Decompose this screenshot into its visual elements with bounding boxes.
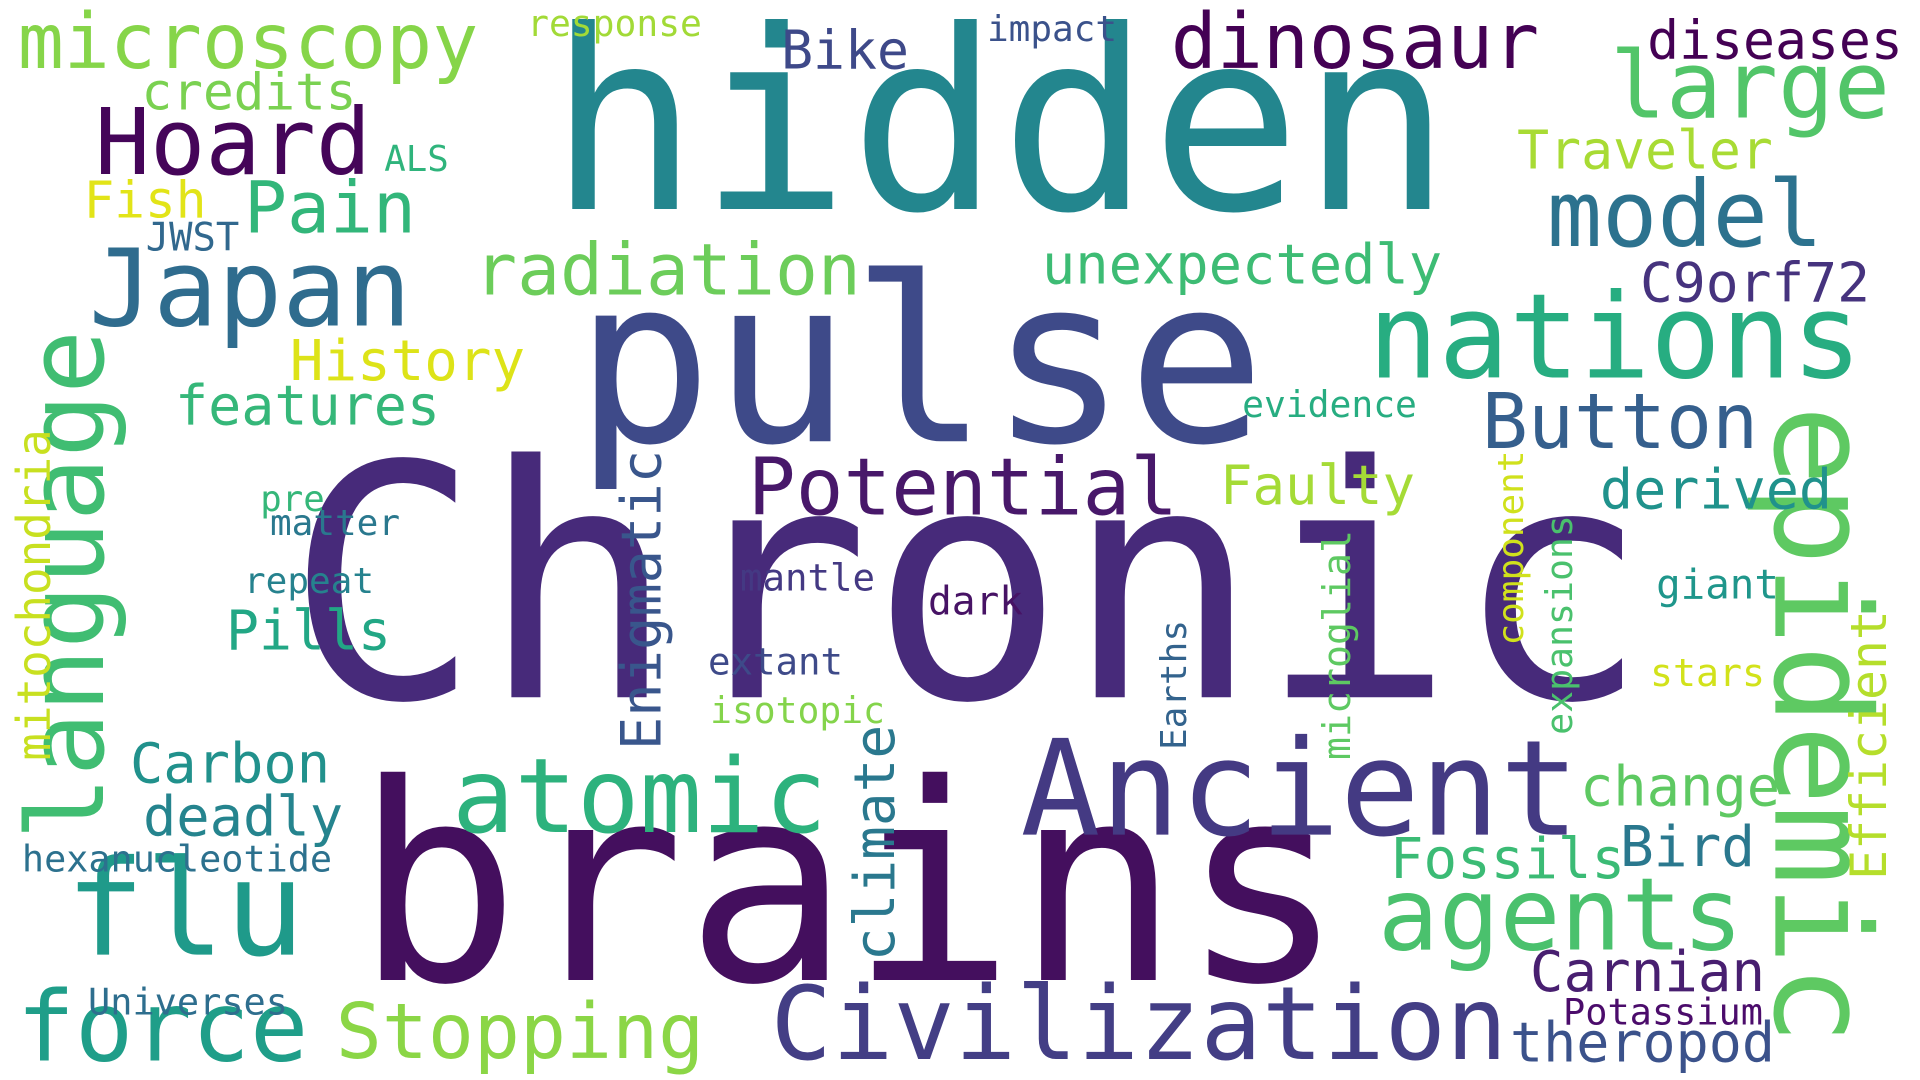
word-jwst: JWST [145, 215, 240, 261]
word-giant: giant [1656, 560, 1779, 609]
word-potential: Potential [747, 440, 1179, 534]
word-climate: climate [842, 724, 908, 961]
word-matter: matter [269, 503, 401, 544]
word-isotopic: isotopic [710, 688, 885, 732]
word-civilization: Civilization [770, 965, 1508, 1080]
word-large: large [1610, 31, 1890, 140]
word-brains: brains [354, 725, 1346, 1045]
word-features: features [175, 373, 440, 437]
word-traveler: Traveler [1517, 119, 1773, 182]
word-expansions: expansions [1537, 515, 1581, 735]
word-microglial: microglial [1315, 530, 1360, 760]
word-stars: stars [1650, 651, 1765, 696]
word-enigmatic: Enigmatic [609, 449, 674, 751]
word-potassium: Potassium [1563, 990, 1763, 1034]
word-microscopy: microscopy [17, 0, 479, 87]
word-c9orf72: C9orf72 [1639, 250, 1871, 315]
word-universes: Universes [88, 980, 288, 1024]
word-force: force [16, 970, 309, 1080]
word-pain: Pain [244, 166, 416, 250]
word-bird: Bird [1619, 814, 1756, 880]
word-button: Button [1481, 377, 1759, 467]
word-model: model [1546, 161, 1824, 269]
word-derived: derived [1599, 456, 1833, 521]
word-unexpectedly: unexpectedly [1041, 232, 1443, 297]
word-flu: flu [65, 832, 305, 987]
word-radiation: radiation [474, 228, 861, 312]
word-fish: Fish [83, 171, 207, 231]
word-japan: Japan [88, 226, 412, 351]
word-fossils: Fossils [1389, 826, 1626, 892]
word-faulty: Faulty [1219, 453, 1416, 517]
word-earths: Earths [1154, 619, 1195, 751]
word-ancient: Ancient [1020, 712, 1580, 867]
word-als: ALS [384, 138, 449, 180]
word-bike: Bike [781, 19, 909, 82]
word-pre: pre [260, 478, 325, 520]
word-impact: impact [986, 9, 1118, 50]
word-repeat: repeat [243, 561, 375, 602]
word-dark: dark [927, 578, 1024, 625]
word-nations: nations [1367, 267, 1863, 405]
word-history: History [289, 329, 526, 395]
word-change: change [1579, 754, 1781, 819]
word-carbon: Carbon [129, 732, 331, 797]
word-carnian: Carnian [1529, 939, 1766, 1005]
word-hidden: hidden [548, 0, 1452, 268]
word-credits: credits [141, 63, 357, 123]
word-evidence: evidence [1242, 382, 1417, 426]
word-chronic: Chronic [285, 397, 1650, 774]
word-agents: agents [1377, 855, 1744, 974]
word-stopping: Stopping [335, 987, 705, 1077]
word-response: response [527, 1, 702, 45]
word-efficient: Efficient [1840, 610, 1899, 880]
word-hoard: Hoard [94, 89, 372, 197]
word-extant: extant [707, 639, 844, 684]
word-hexanucleotide: hexanucleotide [21, 837, 333, 881]
word-pulse: pulse [574, 228, 1266, 496]
word-dinosaur: dinosaur [1170, 0, 1540, 87]
word-diseases: diseases [1647, 9, 1903, 72]
word-mantle: mantle [739, 555, 876, 600]
word-component: component [1491, 449, 1532, 646]
word-deadly: deadly [142, 785, 344, 850]
word-atomic: atomic [452, 737, 827, 858]
word-mitochondria: mitochondria [6, 429, 61, 761]
word-pills: Pills [226, 598, 391, 663]
word-theropod: theropod [1510, 1010, 1775, 1074]
